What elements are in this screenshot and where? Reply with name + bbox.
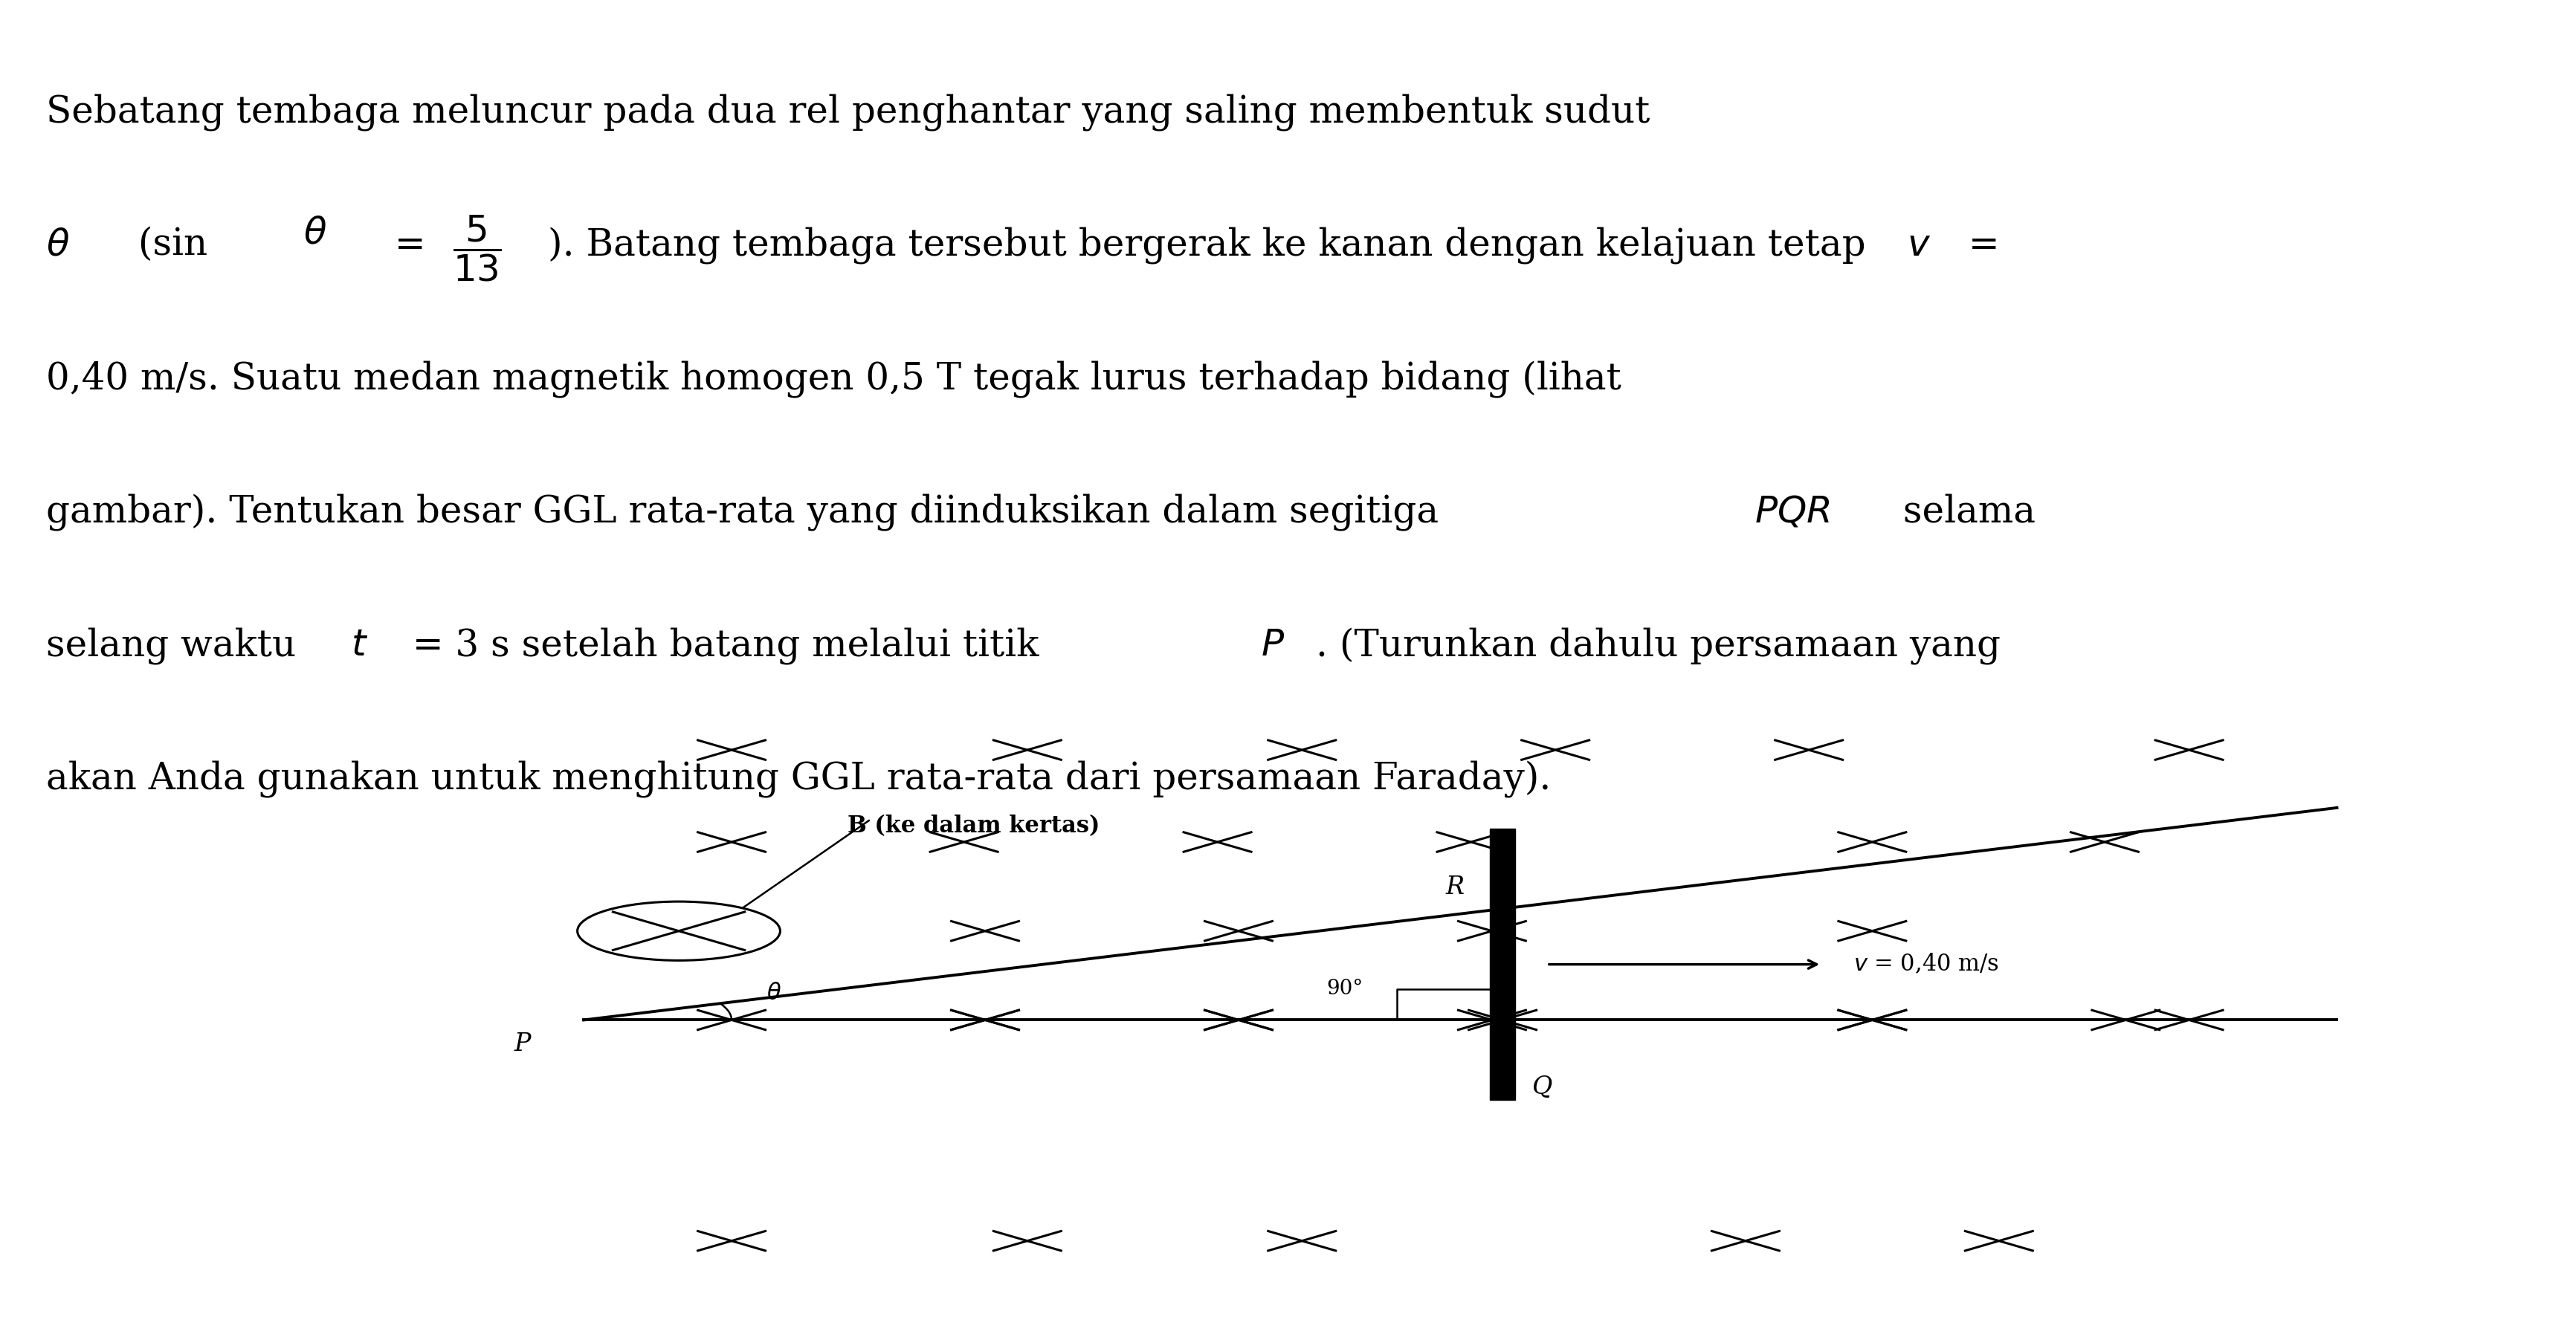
Text: $v$ = 0,40 m/s: $v$ = 0,40 m/s: [1852, 952, 1999, 976]
Text: =: =: [384, 227, 438, 264]
Text: selama: selama: [1891, 494, 2035, 531]
Text: =: =: [1955, 227, 1999, 264]
Text: selang waktu: selang waktu: [46, 627, 309, 664]
Text: . (Turunkan dahulu persamaan yang: . (Turunkan dahulu persamaan yang: [1316, 627, 2002, 664]
Text: (sin: (sin: [126, 227, 219, 264]
Text: akan Anda gunakan untuk menghitung GGL rata-rata dari persamaan Faraday).: akan Anda gunakan untuk menghitung GGL r…: [46, 760, 1551, 798]
Text: ). Batang tembaga tersebut bergerak ke kanan dengan kelajuan tetap: ). Batang tembaga tersebut bergerak ke k…: [549, 227, 1878, 264]
Text: Q: Q: [1533, 1075, 1553, 1099]
Text: P: P: [515, 1033, 531, 1057]
Text: $\dfrac{5}{13}$: $\dfrac{5}{13}$: [453, 213, 502, 283]
Text: = 3 s setelah batang melalui titik: = 3 s setelah batang melalui titik: [399, 627, 1051, 664]
Text: gambar). Tentukan besar GGL rata-rata yang diinduksikan dalam segitiga: gambar). Tentukan besar GGL rata-rata ya…: [46, 494, 1450, 531]
Text: $P$: $P$: [1260, 627, 1285, 664]
Text: $PQR$: $PQR$: [1754, 494, 1829, 531]
Text: 90°: 90°: [1327, 978, 1363, 998]
Circle shape: [577, 902, 781, 960]
Text: $\theta$: $\theta$: [768, 982, 781, 1005]
Text: Sebatang tembaga meluncur pada dua rel penghantar yang saling membentuk sudut: Sebatang tembaga meluncur pada dua rel p…: [46, 93, 1651, 131]
Text: $t$: $t$: [350, 627, 368, 664]
Text: R: R: [1445, 875, 1466, 899]
Text: $v$: $v$: [1906, 227, 1929, 264]
Text: $\theta$: $\theta$: [46, 227, 70, 264]
Bar: [1489, 828, 1515, 1099]
Text: $\theta$: $\theta$: [304, 215, 327, 252]
Text: 0,40 m/s. Suatu medan magnetik homogen 0,5 T tegak lurus terhadap bidang (lihat: 0,40 m/s. Suatu medan magnetik homogen 0…: [46, 360, 1623, 398]
Text: B (ke dalam kertas): B (ke dalam kertas): [848, 814, 1100, 838]
